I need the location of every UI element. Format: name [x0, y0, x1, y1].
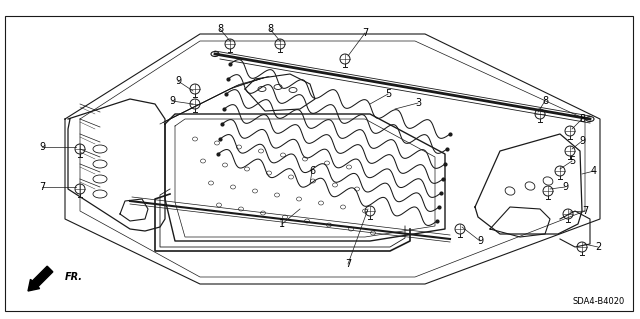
Text: 7: 7 [39, 182, 45, 192]
Text: 9: 9 [39, 142, 45, 152]
Text: 8: 8 [542, 96, 548, 106]
Text: 7: 7 [362, 28, 368, 38]
Text: 8: 8 [217, 24, 223, 34]
Text: 9: 9 [562, 182, 568, 192]
Text: 9: 9 [477, 236, 483, 246]
Text: SDA4-B4020: SDA4-B4020 [573, 296, 625, 306]
Text: 9: 9 [169, 96, 175, 106]
Text: 2: 2 [595, 242, 601, 252]
Text: 3: 3 [415, 98, 421, 108]
Text: 1: 1 [279, 219, 285, 229]
Text: 4: 4 [591, 166, 597, 176]
Text: 7: 7 [345, 259, 351, 269]
Text: 7: 7 [582, 206, 588, 216]
Text: 6: 6 [309, 166, 315, 176]
Text: 9: 9 [579, 136, 585, 146]
Text: 8: 8 [267, 24, 273, 34]
Text: 9: 9 [175, 76, 181, 86]
Text: 8: 8 [579, 114, 585, 124]
Text: 5: 5 [385, 89, 391, 99]
Text: 5: 5 [569, 156, 575, 166]
FancyArrow shape [28, 266, 53, 291]
Text: FR.: FR. [65, 272, 83, 282]
